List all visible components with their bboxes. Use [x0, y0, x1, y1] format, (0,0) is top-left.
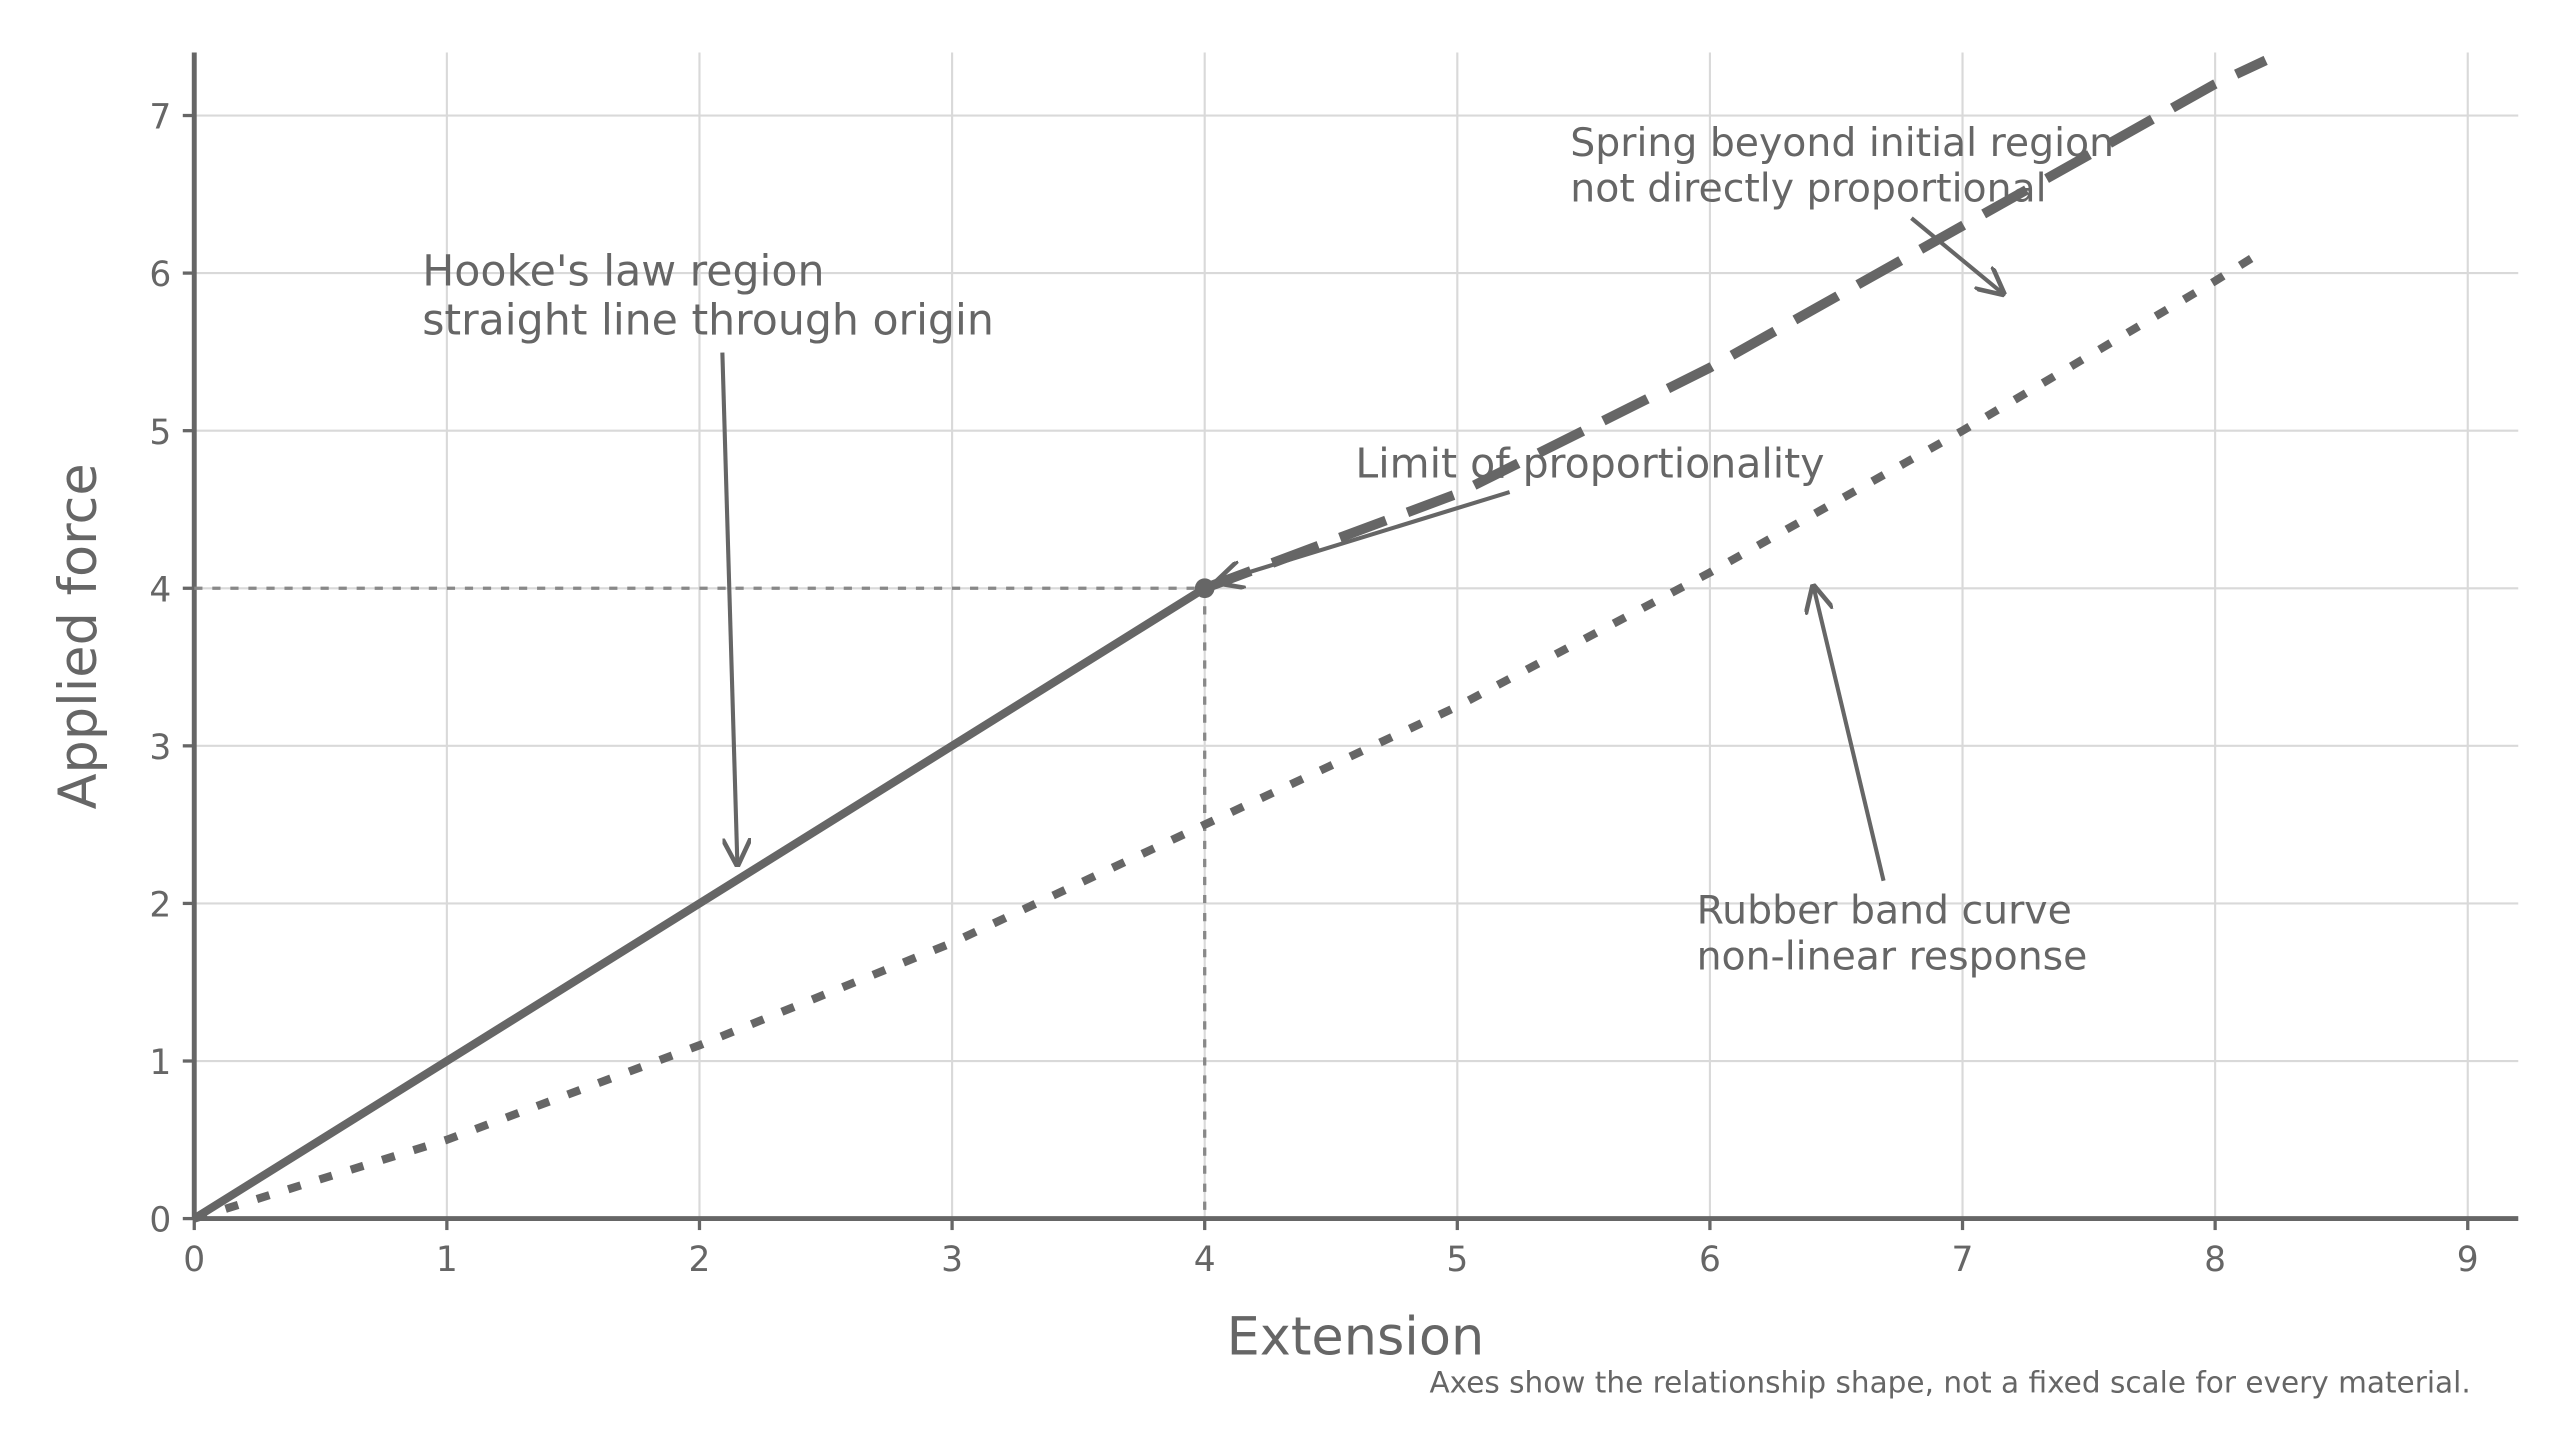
annotation-arrow	[1910, 216, 2003, 293]
annotation-text: non-linear response	[1697, 933, 2088, 979]
y-tick-label: 6	[149, 255, 171, 295]
y-tick-label: 0	[149, 1201, 171, 1241]
y-tick-label: 1	[149, 1043, 171, 1083]
series-line	[1202, 55, 2268, 593]
y-tick-label: 5	[149, 413, 171, 453]
caption: Axes show the relationship shape, not a …	[1429, 1365, 2470, 1399]
annotation-text: Spring beyond initial region	[1570, 120, 2114, 166]
series-line	[193, 245, 2268, 1223]
y-axis-label: Applied force	[48, 463, 109, 809]
y-tick-label: 3	[149, 728, 171, 768]
x-tick-label: 4	[1194, 1240, 1216, 1280]
x-tick-label: 1	[436, 1240, 458, 1280]
x-tick-label: 0	[183, 1240, 205, 1280]
limit-point	[1194, 578, 1215, 599]
annotation-text: Hooke's law region	[422, 246, 824, 296]
x-axis-label: Extension	[1227, 1307, 1485, 1368]
series-line	[192, 584, 1207, 1223]
annotation-text: Limit of proportionality	[1355, 439, 1824, 487]
annotation-arrow	[1217, 490, 1511, 582]
y-tick-label: 2	[149, 886, 171, 926]
y-tick-label: 7	[149, 98, 171, 138]
x-tick-label: 2	[689, 1240, 711, 1280]
annotation-text: Rubber band curve	[1697, 887, 2072, 933]
annotation-text: not directly proportional	[1570, 166, 2046, 212]
x-tick-label: 7	[1952, 1240, 1974, 1280]
annotation-arrow	[1813, 587, 1886, 882]
annotation-text: straight line through origin	[422, 296, 994, 346]
x-tick-label: 8	[2204, 1240, 2226, 1280]
annotation-arrow	[720, 352, 737, 864]
x-tick-label: 9	[2457, 1240, 2479, 1280]
y-tick-label: 4	[149, 570, 171, 610]
x-tick-label: 5	[1446, 1240, 1468, 1280]
x-tick-label: 6	[1699, 1240, 1721, 1280]
x-tick-label: 3	[941, 1240, 963, 1280]
